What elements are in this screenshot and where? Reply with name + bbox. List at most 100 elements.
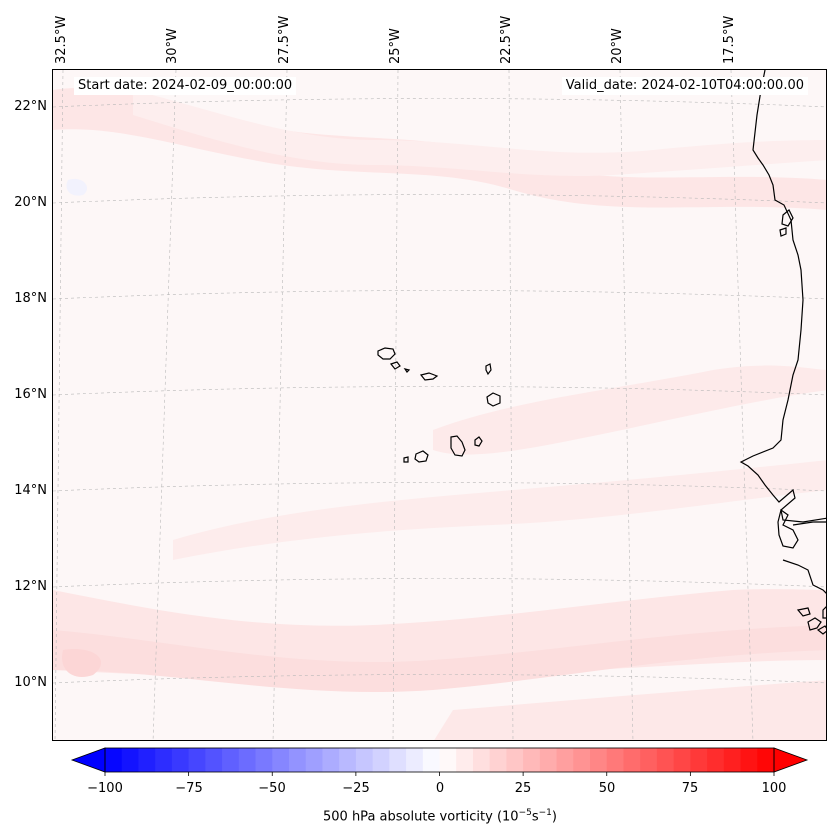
colorbar-cell: [121, 748, 139, 772]
colorbar-tick-label: 50: [598, 781, 616, 796]
parallel-16n: [53, 386, 826, 396]
island-santa-luzia: [403, 368, 411, 373]
colorbar-tick-label: −75: [175, 781, 203, 796]
colorbar-cell: [288, 748, 307, 772]
colorbar-title-unit: s: [531, 809, 539, 825]
colorbar-tick-label: 75: [681, 781, 699, 796]
colorbar-cell: [640, 748, 658, 772]
meridian-17-5w: [730, 70, 754, 740]
colorbar-cell: [105, 748, 123, 772]
island-sao-nicolau: [419, 372, 439, 381]
island-maio: [474, 436, 483, 447]
meridian-20w: [619, 70, 634, 740]
colorbar-cell: [707, 748, 725, 772]
colorbar-cell: [623, 748, 641, 772]
meridian-32-5w: [54, 70, 64, 740]
meridian-22-5w: [508, 70, 514, 740]
colorbar-cell: [355, 748, 374, 772]
vorticity-spot-negative: [66, 178, 88, 196]
parallel-18n: [53, 290, 826, 300]
colorbar-cell: [673, 748, 691, 772]
coast-gambia: [792, 521, 826, 526]
colorbar-cell: [590, 748, 608, 772]
colorbar-max-extension: [773, 747, 809, 773]
parallel-20n: [53, 194, 826, 204]
colorbar-cell: [389, 748, 407, 772]
coast-senegal-inlet: [777, 508, 799, 549]
colorbar-cell: [506, 748, 524, 772]
meridian-25w: [392, 70, 399, 740]
colorbar-cell: [523, 748, 541, 772]
parallel-10n: [53, 674, 826, 684]
colorbar-cell: [690, 748, 708, 772]
colorbar-cell: [556, 748, 574, 772]
colorbar-cell: [489, 748, 507, 772]
colorbar-cell: [188, 748, 206, 772]
meridian-27-5w: [272, 70, 288, 740]
colorbar-cell: [406, 748, 424, 772]
cape-verde-islands: [377, 347, 501, 463]
parallel-12n: [53, 578, 826, 588]
lon-label-30w: 30°W: [165, 28, 180, 64]
colorbar-cell: [656, 748, 675, 772]
colorbar-cells: [105, 748, 775, 772]
parallel-14n: [53, 482, 826, 492]
lat-label-18n: 18°N: [14, 291, 47, 306]
coast-bissagos-3: [822, 606, 826, 619]
parallel-22n: [53, 98, 826, 108]
colorbar-cell: [422, 748, 440, 772]
vorticity-band-center: [433, 365, 826, 455]
lat-label-20n: 20°N: [14, 195, 47, 210]
colorbar-cell: [439, 748, 457, 772]
colorbar-min-extension: [70, 747, 106, 773]
colorbar-cell: [205, 748, 223, 772]
lat-label-12n: 12°N: [14, 579, 47, 594]
colorbar-cell: [222, 748, 240, 772]
meridian-30w: [152, 70, 177, 740]
lon-label-27-5w: 27.5°W: [277, 15, 292, 64]
colorbar-cell: [238, 748, 257, 772]
vorticity-band-bottom: [434, 680, 826, 740]
colorbar-cell: [255, 748, 273, 772]
colorbar-cell: [272, 748, 290, 772]
colorbar-cell: [539, 748, 558, 772]
colorbar-title-text: 500 hPa absolute vorticity (10: [323, 809, 519, 825]
colorbar-tick-label: −25: [342, 781, 370, 796]
africa-coastline: [739, 70, 826, 635]
lat-label-22n: 22°N: [14, 99, 47, 114]
colorbar-tick-marks: [104, 772, 775, 776]
vorticity-band-mid: [173, 460, 826, 560]
colorbar-cell: [757, 748, 775, 772]
colorbar-cell: [472, 748, 491, 772]
colorbar-cell: [305, 748, 323, 772]
lon-label-22-5w: 22.5°W: [499, 15, 514, 64]
lat-label-16n: 16°N: [14, 387, 47, 402]
valid-date-label: Valid_date: 2024-02-10T04:00:00.00: [561, 77, 808, 95]
lon-label-20w: 20°W: [610, 28, 625, 64]
lon-label-32-5w: 32.5°W: [54, 15, 69, 64]
colorbar-cell: [339, 748, 357, 772]
lon-label-17-5w: 17.5°W: [722, 15, 737, 64]
map-frame[interactable]: [52, 69, 827, 741]
coast-guinea-bissau: [782, 559, 826, 594]
lon-label-25w: 25°W: [388, 28, 403, 64]
colorbar-cell: [155, 748, 173, 772]
vorticity-band-south2: [53, 625, 826, 693]
colorbar-tick-label: −50: [258, 781, 286, 796]
vorticity-spot-west: [62, 649, 102, 678]
island-boa-vista: [486, 392, 501, 407]
colorbar-cell: [322, 748, 340, 772]
lat-label-14n: 14°N: [14, 483, 47, 498]
colorbar-title-close: ): [551, 809, 557, 825]
colorbar-title: 500 hPa absolute vorticity (10−5s−1): [0, 808, 837, 824]
colorbar-cell: [372, 748, 390, 772]
colorbar-cell: [456, 748, 474, 772]
map-canvas[interactable]: [53, 70, 827, 741]
colorbar-cell: [171, 748, 190, 772]
colorbar-cell: [606, 748, 624, 772]
colorbar-tick-label: −100: [87, 781, 123, 796]
island-santo-antao: [377, 347, 396, 360]
colorbar-tick-label: 0: [435, 781, 445, 796]
colorbar-cell: [723, 748, 742, 772]
coast-island-north2: [779, 227, 787, 237]
